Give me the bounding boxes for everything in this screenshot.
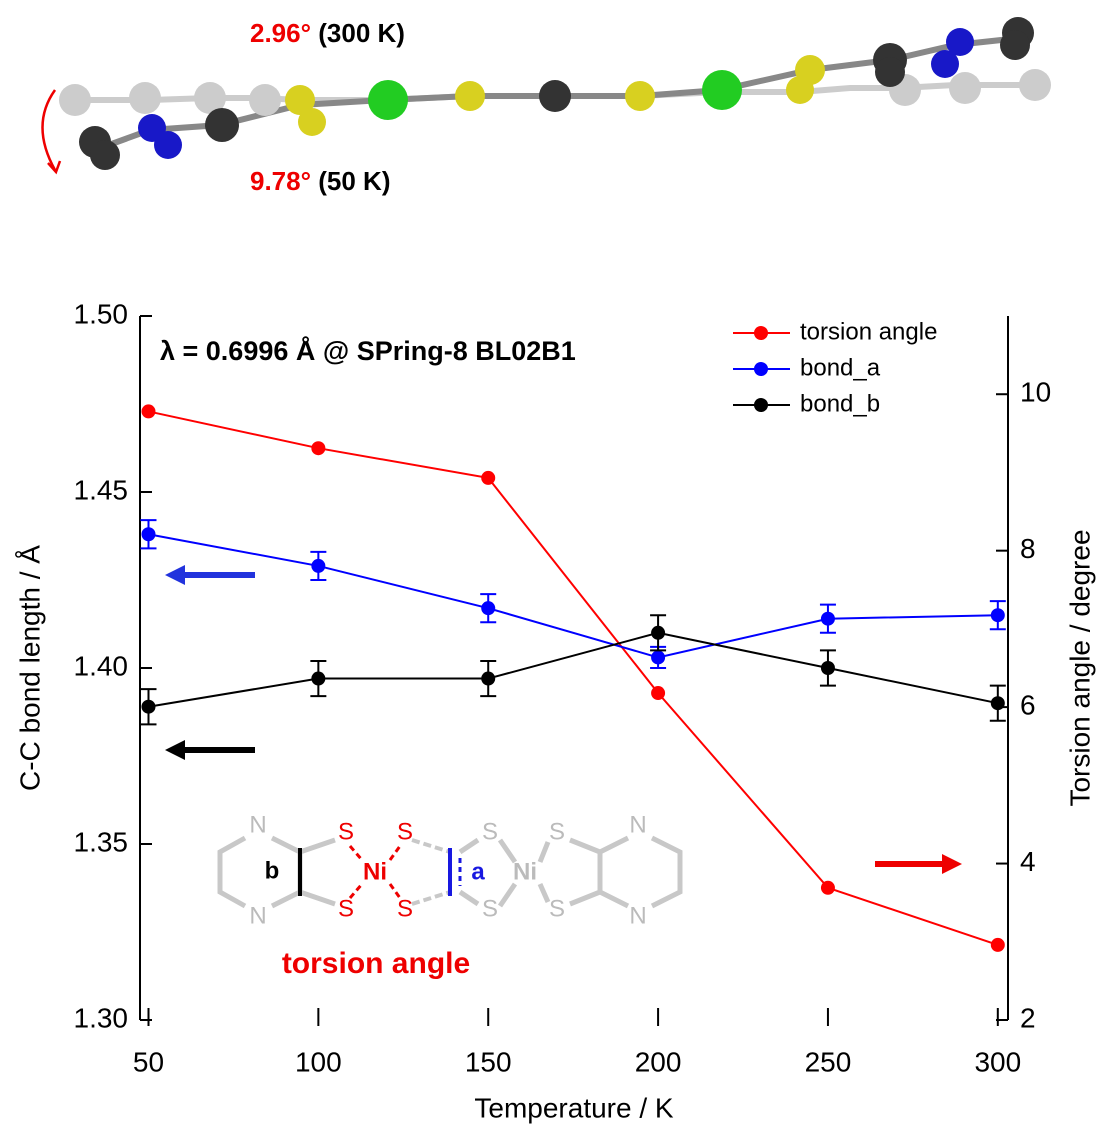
data-point [651, 626, 665, 640]
data-point [481, 471, 495, 485]
angle-value: 2.96° [250, 18, 311, 48]
bond-label: b [265, 857, 280, 884]
y-tick-label: 1.40 [74, 650, 129, 681]
figure: 2.96° (300 K) 9.78° (50 K) N N N N S S S… [0, 0, 1102, 1128]
angle-temp: (300 K) [318, 18, 405, 48]
data-point [481, 601, 495, 615]
x-tick-label: 150 [465, 1046, 512, 1077]
legend-marker [754, 398, 768, 412]
molecule-view: 2.96° (300 K) 9.78° (50 K) [43, 17, 1052, 196]
legend-label: torsion angle [800, 318, 937, 345]
atom-label: N [249, 811, 266, 838]
data-point [481, 672, 495, 686]
data-point [311, 672, 325, 686]
atom-label: S [338, 818, 354, 845]
atom-label: N [629, 811, 646, 838]
y2-tick-label: 2 [1020, 1002, 1036, 1033]
x-tick-label: 50 [133, 1046, 164, 1077]
y-tick-label: 1.30 [74, 1002, 129, 1033]
scheme: N N N N S S S S S S S S Ni Ni b a torsio… [220, 811, 680, 980]
angle-temp: (50 K) [318, 166, 390, 196]
data-point [311, 559, 325, 573]
data-point [991, 938, 1005, 952]
atom-label: Ni [363, 858, 387, 885]
data-point [651, 686, 665, 700]
x-tick-label: 200 [635, 1046, 682, 1077]
angle-label: 9.78° (50 K) [250, 166, 391, 196]
x-tick-label: 250 [805, 1046, 852, 1077]
data-point [311, 441, 325, 455]
y2-tick-label: 10 [1020, 377, 1051, 408]
legend-marker [754, 326, 768, 340]
atom-label: S [482, 895, 498, 922]
data-point [991, 608, 1005, 622]
atom-label: S [482, 818, 498, 845]
data-point [821, 661, 835, 675]
angle-label: 2.96° (300 K) [250, 18, 405, 48]
y2-tick-label: 8 [1020, 533, 1036, 564]
data-point [821, 881, 835, 895]
legend-label: bond_b [800, 390, 880, 417]
data-point [141, 404, 155, 418]
atom-label: S [397, 895, 413, 922]
y2-axis-title: Torsion angle / degree [1064, 529, 1095, 806]
scheme-caption: torsion angle [282, 947, 470, 980]
bond-label: a [471, 858, 485, 885]
atom-label: S [397, 818, 413, 845]
angle-value: 9.78° [250, 166, 311, 196]
y2-tick-label: 6 [1020, 690, 1036, 721]
x-tick-label: 100 [295, 1046, 342, 1077]
y-axis-title: C-C bond length / Å [14, 545, 45, 791]
atom-label: N [249, 902, 266, 929]
data-point [141, 527, 155, 541]
data-point [141, 700, 155, 714]
legend-marker [754, 362, 768, 376]
legend-label: bond_a [800, 354, 881, 381]
series-line [148, 633, 997, 707]
data-point [821, 612, 835, 626]
data-point [651, 650, 665, 664]
atom-label: Ni [513, 858, 537, 885]
atom-label: S [549, 895, 565, 922]
x-axis-title: Temperature / K [474, 1092, 674, 1123]
y-tick-label: 1.35 [74, 826, 129, 857]
series-line [148, 534, 997, 657]
data-point [991, 696, 1005, 710]
x-tick-label: 300 [974, 1046, 1021, 1077]
atom-label: S [549, 818, 565, 845]
y2-tick-label: 4 [1020, 846, 1036, 877]
atom-label: N [629, 902, 646, 929]
y-tick-label: 1.45 [74, 474, 129, 505]
atom-label: S [338, 895, 354, 922]
y-tick-label: 1.50 [74, 298, 129, 329]
chart-annotation: λ = 0.6996 Å @ SPring-8 BL02B1 [160, 335, 576, 366]
